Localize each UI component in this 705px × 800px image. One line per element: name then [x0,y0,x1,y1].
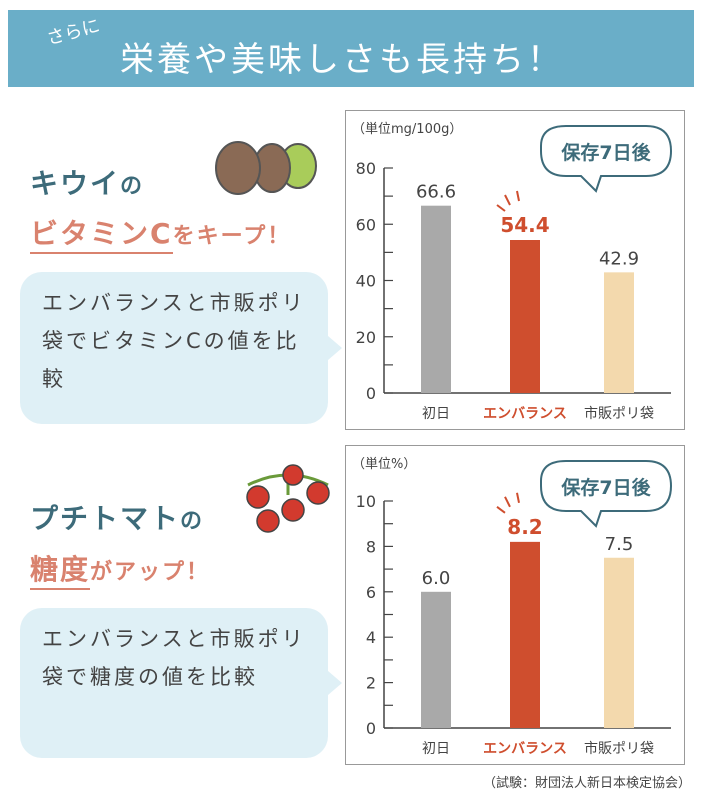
tomato-heading-main: プチトマト [30,502,181,535]
tomato-heading: プチトマトの [30,497,204,537]
bar-1 [510,240,540,393]
emphasis-mark [496,204,506,212]
kiwi-illustration-icon [215,141,317,195]
tomato-heading-suffix: の [180,509,205,534]
category-label: 市販ポリ袋 [584,405,654,422]
value-label: 42.9 [599,248,639,269]
source-note: （試験：財団法人新日本検定協会） [482,776,691,791]
callout-text: 保存7日後 [560,476,651,499]
y-tick-label: 8 [366,537,376,556]
bar-0 [421,205,451,393]
category-label: 市販ポリ袋 [584,740,654,757]
kiwi-subheading-rest: をキープ！ [172,224,292,249]
bar-1 [510,541,540,728]
emphasis-mark [504,194,511,206]
bar-2 [604,557,634,728]
y-tick-label: 4 [366,628,376,647]
emphasis-mark [496,506,506,514]
y-tick-label: 10 [356,492,376,511]
header-banner: さらに 栄養や美味しさも長持ち！ [8,10,694,87]
tomato-illustration-icon [246,464,330,533]
kiwi-heading-main: キウイ [30,167,121,200]
value-label: 54.4 [500,213,549,237]
value-label: 6.0 [422,568,451,589]
y-tick-label: 60 [356,215,376,234]
y-tick-label: 40 [356,272,376,291]
emphasis-mark [516,492,520,504]
tomato-subheading-em: 糖度 [30,553,91,590]
kiwi-heading: キウイの [30,162,144,202]
vitamin-c-chart: （単位mg/100g） 0 20 40 60 80 66.6 初日 54.4 エンバランス 42.9… [345,110,685,430]
y-tick-label: 0 [366,384,376,403]
kiwi-subheading-em: ビタミンC [30,217,173,254]
value-label: 66.6 [416,182,456,203]
emphasis-mark [504,496,511,508]
bar-0 [421,591,451,728]
kiwi-comparison-bubble: エンバランスと市販ポリ袋でビタミンCの値を比較 [20,272,342,424]
y-tick-label: 20 [356,328,376,347]
banner-title: 栄養や美味しさも長持ち！ [120,40,564,80]
tomato-comparison-bubble: エンバランスと市販ポリ袋で糖度の値を比較 [20,608,342,758]
category-label: 初日 [422,740,450,757]
value-label: 8.2 [507,515,542,539]
category-label: エンバランス [483,406,567,422]
y-tick-label: 6 [366,583,376,602]
unit-label: （単位%） [352,456,416,472]
y-tick-label: 0 [366,719,376,738]
bar-2 [604,272,634,393]
callout-text: 保存7日後 [560,141,651,164]
sugar-content-chart: （単位%） 0 2 4 6 8 10 6.0 初日 8.2 エンバランス 7.5 市販ポリ袋 保存7日後 [345,445,685,765]
kiwi-heading-suffix: の [120,174,145,199]
value-label: 7.5 [605,534,634,555]
y-tick-label: 80 [356,159,376,178]
callout-bubble [540,125,673,193]
unit-label: （単位mg/100g） [352,121,462,137]
category-label: 初日 [422,405,450,422]
banner-pretitle: さらに [44,15,103,50]
emphasis-mark [516,190,520,202]
category-label: エンバランス [483,741,567,757]
callout-bubble [540,460,673,528]
kiwi-subheading: ビタミンCをキープ！ [30,212,292,254]
tomato-subheading: 糖度がアップ！ [30,548,211,590]
tomato-subheading-rest: がアップ！ [90,560,211,585]
y-tick-label: 2 [366,674,376,693]
